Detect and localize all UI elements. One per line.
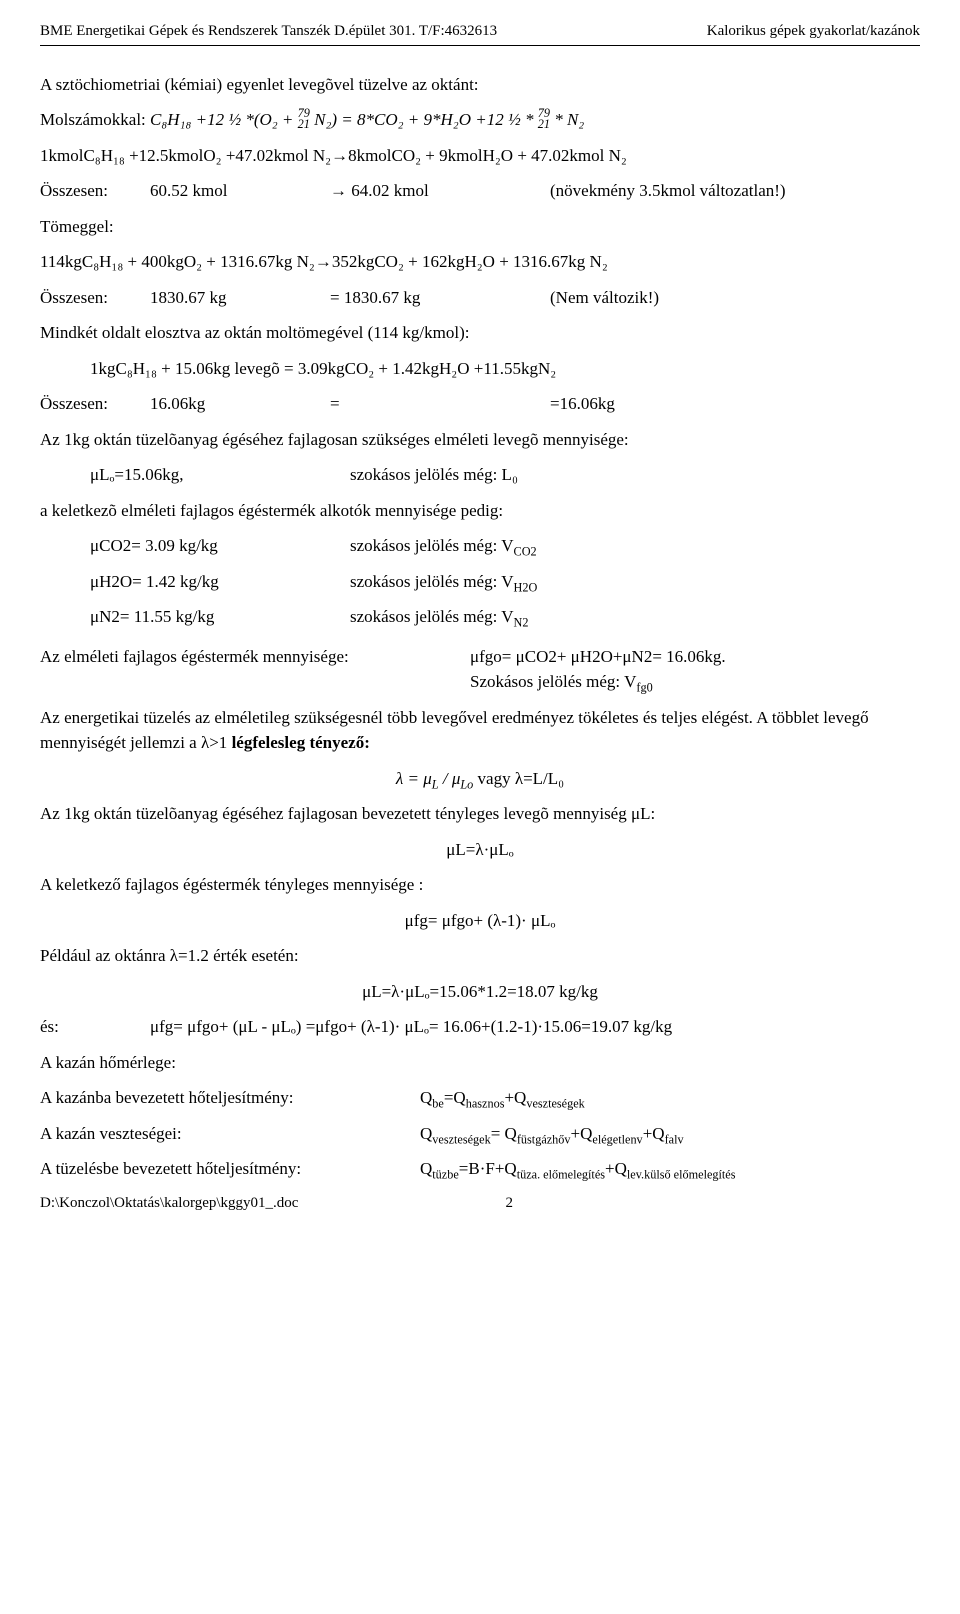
row-mu-lo: μLₒ=15.06kg, szokásos jelölés még: L₀ [40,462,920,488]
eq-mu-l-num: μL=λ·μLₒ=15.06*1.2=18.07 kg/kg [40,979,920,1005]
sum-note: (növekmény 3.5kmol változatlan!) [550,178,920,204]
header-right: Kalorikus gépek gyakorlat/kazánok [707,20,920,43]
row-vfg0: Szokásos jelölés még: Vfg0 [40,669,920,695]
para-products-intro: a keletkezõ elméleti fajlagos égéstermék… [40,498,920,524]
row-mu-n2: μN2= 11.55 kg/kg szokásos jelölés még: V… [40,604,920,630]
mu-n2-alt: szokásos jelölés még: VN2 [350,604,528,630]
balance-row: A kazánba bevezetett hőteljesítmény:Qbe=… [40,1085,920,1111]
balance-value: Qbe=Qhasznos+Qveszteségek [420,1085,585,1111]
page-footer: D:\Konczol\Oktatás\kalorgep\kggy01_.doc … [40,1192,920,1215]
balance-value: Qveszteségek= Qfüstgázhőv+Qelégetlenv+Qf… [420,1121,684,1147]
balance-row: A kazán veszteségei:Qveszteségek= Qfüstg… [40,1121,920,1147]
para-actual-fg: A keletkező fajlagos égéstermék ténylege… [40,872,920,898]
header-left: BME Energetikai Gépek és Rendszerek Tans… [40,20,497,43]
sum-note: (Nem változik!) [550,285,920,311]
sum-eq: = [330,391,550,417]
row-sum-perkg: Összesen: 16.06kg = =16.06kg [40,391,920,417]
frac-79-21-b: 7921 [538,108,550,130]
sum-left: 60.52 kmol [150,178,330,204]
row-and-mufg: és: μfg= μfgo+ (μL - μLₒ) =μfgo+ (λ-1)· … [40,1014,920,1040]
eq-mu-l: μL=λ·μLₒ [40,837,920,863]
sum-left: 16.06kg [150,391,330,417]
sum-label: Összesen: [40,178,150,204]
para-excess-air: Az energetikai tüzelés az elméletileg sz… [40,705,920,756]
sum-right: = 1830.67 kg [330,285,550,311]
frac-79-21-a: 7921 [298,108,310,130]
eq1-b: N₂) = 8*CO₂ + 9*H₂O +12 ½ * [314,110,538,129]
para-example: Például az oktánra λ=1.2 érték esetén: [40,943,920,969]
eq-mu-fg: μfg= μfgo+ (λ-1)· μLₒ [40,908,920,934]
eq1-label: Molszámokkal: [40,110,150,129]
para-perkg-eq: 1kgC₈H₁₈ + 15.06kg levegõ = 3.09kgCO₂ + … [40,356,920,382]
row-mu-h2o: μH2O= 1.42 kg/kg szokásos jelölés még: V… [40,569,920,595]
row-mu-co2: μCO2= 3.09 kg/kg szokásos jelölés még: V… [40,533,920,559]
sum-left: 1830.67 kg [150,285,330,311]
row-mu-fgo: Az elméleti fajlagos égéstermék mennyisé… [40,644,920,670]
row-sum-kg: Összesen: 1830.67 kg = 1830.67 kg (Nem v… [40,285,920,311]
footer-page-number: 2 [505,1192,513,1215]
eq-lambda: λ = μL / μLo vagy λ=L/L₀ [40,766,920,792]
vfg0-label: Szokásos jelölés még: Vfg0 [470,669,653,695]
row-sum-kmol: Összesen: 60.52 kmol → 64.02 kmol (növek… [40,178,920,204]
para-mass-label: Tömeggel: [40,214,920,240]
and-label: és: [40,1014,150,1040]
mu-co2-alt: szokásos jelölés még: VCO2 [350,533,537,559]
sum-right: → 64.02 kmol [330,178,550,204]
excess-air-term: légfelesleg tényező: [232,733,370,752]
para-eq1: Molszámokkal: C₈H₁₈ +12 ½ *(O₂ + 7921 N₂… [40,107,920,133]
mu-co2-val: μCO2= 3.09 kg/kg [90,533,350,559]
mu-h2o-alt: szokásos jelölés még: VH2O [350,569,537,595]
sum-right: =16.06kg [550,391,920,417]
para-divide: Mindkét oldalt elosztva az oktán moltöme… [40,320,920,346]
mu-h2o-val: μH2O= 1.42 kg/kg [90,569,350,595]
mu-fgo-label: Az elméleti fajlagos égéstermék mennyisé… [40,644,470,670]
balance-label: A kazán veszteségei: [40,1121,420,1147]
mufg-calc: μfg= μfgo+ (μL - μLₒ) =μfgo+ (λ-1)· μLₒ=… [150,1014,672,1040]
mu-n2-val: μN2= 11.55 kg/kg [90,604,350,630]
mu-lo-val: μLₒ=15.06kg, [90,462,350,488]
balance-row: A tüzelésbe bevezetett hőteljesítmény:Qt… [40,1156,920,1182]
para-kmol-eq: 1kmolC₈H₁₈ +12.5kmolO₂ +47.02kmol N₂→8km… [40,143,920,169]
para-mass-eq: 114kgC₈H₁₈ + 400kgO₂ + 1316.67kg N₂→352k… [40,249,920,275]
eq1-c: * N₂ [554,110,584,129]
sum-label: Összesen: [40,285,150,311]
page-header: BME Energetikai Gépek és Rendszerek Tans… [40,20,920,46]
heat-balance-table: A kazánba bevezetett hőteljesítmény:Qbe=… [40,1085,920,1182]
para-actual-air: Az 1kg oktán tüzelõanyag égéséhez fajlag… [40,801,920,827]
balance-label: A tüzelésbe bevezetett hőteljesítmény: [40,1156,420,1182]
para-l0-intro: Az 1kg oktán tüzelõanyag égéséhez fajlag… [40,427,920,453]
sum-label: Összesen: [40,391,150,417]
balance-value: Qtüzbe=B·F+Qtüza. előmelegítés+Qlev.küls… [420,1156,736,1182]
mu-fgo-val: μfgo= μCO2+ μH2O+μN2= 16.06kg. [470,644,726,670]
mu-lo-alt: szokásos jelölés még: L₀ [350,462,518,488]
para-intro: A sztöchiometriai (kémiai) egyenlet leve… [40,72,920,98]
eq1-a: C₈H₁₈ +12 ½ *(O₂ + [150,110,298,129]
para-heat-balance: A kazán hőmérlege: [40,1050,920,1076]
balance-label: A kazánba bevezetett hőteljesítmény: [40,1085,420,1111]
footer-path: D:\Konczol\Oktatás\kalorgep\kggy01_.doc [40,1192,298,1215]
